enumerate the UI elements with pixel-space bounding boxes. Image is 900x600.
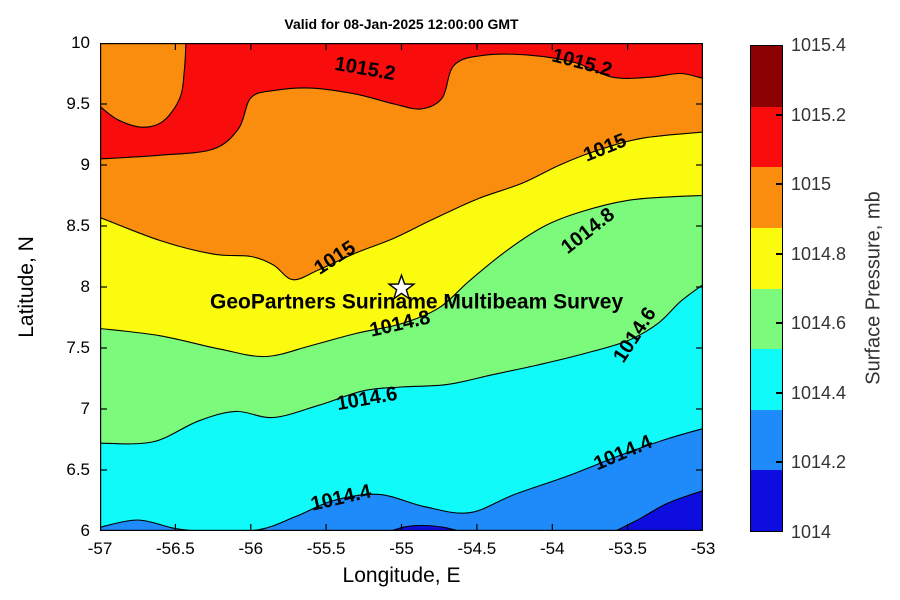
x-tick-label: -56.5	[156, 539, 195, 558]
y-tick-label: 6	[80, 521, 90, 540]
x-tick-label: -53	[690, 539, 716, 558]
colorbar-segment	[751, 349, 782, 410]
colorbar-tick-mark	[776, 391, 782, 394]
y-tick-label: 8.5	[66, 216, 90, 235]
y-tick-label: 7.5	[66, 338, 90, 357]
x-tick-label: -55	[389, 539, 414, 558]
x-tick-label: -55.5	[306, 539, 346, 558]
colorbar-tick-mark	[776, 461, 782, 464]
y-tick-label: 10	[71, 33, 90, 52]
x-tick-label: -56	[238, 539, 264, 558]
colorbar-tick-mark	[776, 183, 782, 186]
x-tick-label: -57	[87, 539, 113, 558]
axis-tick-marks	[100, 43, 703, 531]
colorbar-tick-mark	[776, 113, 782, 116]
x-tick-label: -53.5	[608, 539, 647, 558]
survey-annotation-text: GeoPartners Suriname Multibeam Survey	[209, 290, 624, 314]
colorbar-segment	[751, 227, 782, 289]
colorbar-tick-mark	[776, 252, 782, 255]
y-tick-label: 6.5	[66, 460, 90, 479]
x-tick-label: -54.5	[457, 539, 497, 558]
colorbar-tick-label: 1014.8	[791, 243, 847, 264]
colorbar	[750, 45, 783, 532]
colorbar-segment	[751, 46, 782, 107]
colorbar-segment	[751, 106, 782, 168]
colorbar-tick-label: 1015.2	[791, 104, 847, 125]
y-tick-label: 9	[80, 155, 90, 174]
colorbar-tick-label: 1015	[791, 174, 832, 195]
contour-map	[100, 43, 703, 531]
colorbar-tick-mark	[776, 322, 782, 325]
colorbar-segment	[751, 288, 782, 350]
x-axis-label: Longitude, E	[342, 564, 461, 587]
colorbar-tick-label: 1015.4	[791, 35, 847, 55]
colorbar-tick-label: 1014.4	[791, 382, 847, 403]
colorbar-tick-label: 1014.2	[791, 452, 847, 473]
y-tick-label: 8	[80, 277, 90, 296]
colorbar-tick-label: 1014	[791, 522, 832, 542]
colorbar-segment	[751, 409, 782, 471]
chart-title: Valid for 08-Jan-2025 12:00:00 GMT	[284, 16, 519, 32]
survey-star-marker	[387, 273, 416, 301]
plot-area: GeoPartners Suriname Multibeam Survey 10…	[100, 43, 703, 531]
x-tick-label: -54	[539, 539, 565, 558]
colorbar-segment	[751, 167, 782, 228]
y-tick-label: 7	[80, 399, 90, 418]
colorbar-segment	[751, 470, 782, 531]
y-tick-label: 9.5	[66, 94, 90, 113]
colorbar-tick-label: 1014.6	[791, 313, 847, 334]
